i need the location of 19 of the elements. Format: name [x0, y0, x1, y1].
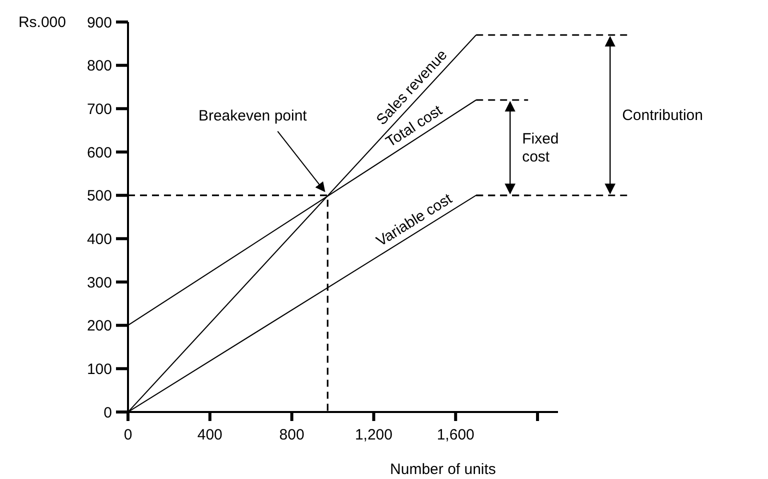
y-tick-label: 400	[86, 230, 112, 248]
y-tick-label: 800	[86, 58, 112, 75]
y-tick-label: 500	[86, 188, 112, 205]
y-tick-label: 200	[86, 318, 112, 335]
annotation: Fixed cost	[522, 130, 559, 166]
x-tick-label: 1,600	[436, 426, 474, 444]
y-tick-label: 700	[86, 100, 112, 118]
x-axis-title: Number of units	[390, 461, 496, 478]
y-tick-label: 600	[86, 144, 112, 162]
x-tick-label: 400	[197, 426, 222, 444]
y-tick-label: 300	[86, 274, 112, 292]
y-tick-label: 0	[104, 404, 112, 422]
x-tick-label: 1,200	[354, 426, 392, 444]
x-tick-label: 800	[279, 426, 304, 444]
y-tick-label: 900	[86, 14, 112, 32]
x-tick-label: 0	[124, 426, 132, 444]
y-axis-title: Rs.000	[18, 14, 66, 31]
y-tick-label: 100	[86, 360, 112, 378]
annotation: Breakeven point	[198, 107, 308, 124]
